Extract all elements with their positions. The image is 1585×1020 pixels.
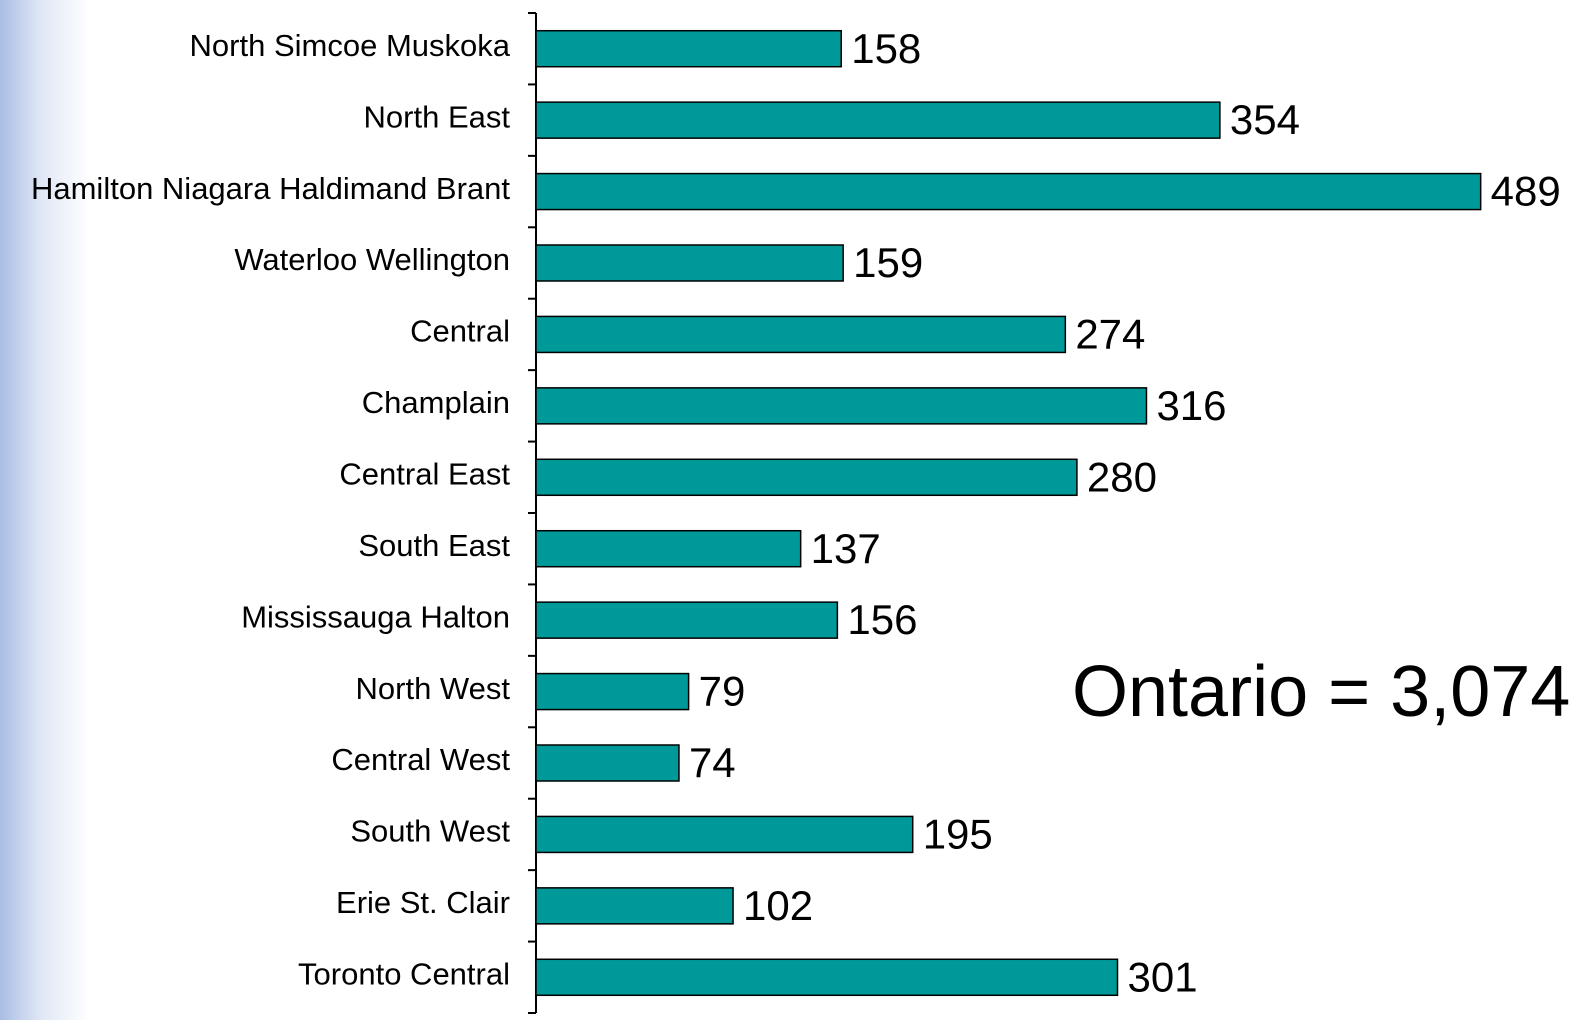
bar (535, 815, 914, 854)
y-tick-label: North East (364, 99, 511, 134)
y-tick-label: South East (358, 528, 510, 563)
value-label: 489 (1491, 168, 1561, 215)
bar (535, 458, 1078, 497)
bar (535, 887, 734, 925)
value-label: 195 (923, 811, 993, 858)
y-tick-label: Hamilton Niagara Haldimand Brant (31, 171, 510, 206)
y-tick-label: South West (350, 814, 510, 849)
value-label: 354 (1230, 96, 1300, 143)
bar (535, 744, 680, 782)
value-label: 280 (1087, 453, 1157, 500)
y-tick-label: Central East (339, 456, 510, 491)
value-label: 74 (689, 739, 736, 786)
value-label: 316 (1156, 382, 1226, 429)
value-label: 274 (1075, 311, 1145, 358)
y-tick-label: Central (410, 314, 510, 349)
bar (535, 387, 1148, 425)
value-label: 159 (853, 239, 923, 286)
bar (535, 315, 1067, 354)
bar (535, 601, 839, 639)
value-label: 156 (847, 596, 917, 643)
value-label: 301 (1127, 953, 1197, 1000)
bar (535, 101, 1221, 139)
bar (535, 29, 842, 68)
y-tick-label: Waterloo Wellington (234, 242, 510, 277)
y-tick-label: North Simcoe Muskoka (190, 28, 511, 63)
bar (535, 958, 1119, 997)
y-tick-label: Central West (331, 742, 510, 777)
y-tick-label: Toronto Central (298, 956, 510, 991)
bar (535, 172, 1482, 211)
y-tick-label: North West (356, 671, 511, 706)
value-label: 158 (851, 25, 921, 72)
bar (535, 529, 802, 568)
value-label: 102 (743, 882, 813, 929)
y-tick-label: Mississauga Halton (241, 599, 510, 634)
bar (535, 672, 690, 711)
y-tick-label: Erie St. Clair (336, 885, 510, 920)
value-label: 137 (811, 525, 881, 572)
annotation: Ontario = 3,074 (1072, 652, 1570, 732)
bar (535, 244, 844, 282)
y-tick-label: Champlain (362, 385, 510, 420)
value-label: 79 (699, 668, 746, 715)
